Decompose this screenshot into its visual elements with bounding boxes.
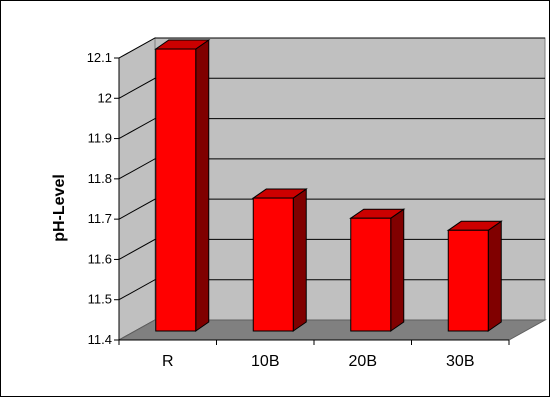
bar-30B — [446, 220, 503, 332]
gridline — [118, 158, 545, 180]
side-wall — [118, 37, 156, 341]
x-category-label: 20B — [349, 353, 377, 370]
y-axis-title: pH-Level — [51, 174, 68, 242]
bar-front — [350, 217, 392, 332]
bar-side — [487, 220, 502, 332]
bar-front — [155, 48, 197, 332]
y-tick-label: 12 — [98, 90, 112, 105]
bar-20B — [349, 208, 406, 332]
bar-side — [292, 188, 307, 332]
x-category-label: R — [162, 353, 174, 370]
gridline — [118, 198, 545, 220]
y-tick-label: 11.5 — [88, 292, 112, 307]
gridline — [118, 238, 545, 260]
bar-front — [447, 229, 489, 332]
bar-R — [154, 39, 211, 332]
gridline — [118, 37, 545, 59]
x-category-label: 30B — [446, 353, 474, 370]
bar-side — [390, 208, 405, 332]
gridline — [118, 77, 545, 99]
y-tick-label: 11.7 — [88, 211, 112, 226]
gridline — [118, 118, 545, 140]
bar-front — [252, 197, 294, 332]
bar-10B — [251, 188, 308, 332]
y-tick-label: 11.9 — [88, 131, 112, 146]
x-category-label: 10B — [251, 353, 279, 370]
gridline — [118, 279, 545, 301]
y-tick-label: 11.6 — [88, 251, 112, 266]
bar-side — [195, 39, 210, 332]
y-tick-label: 12.1 — [87, 50, 112, 65]
y-tick-label: 11.8 — [88, 171, 112, 186]
y-tick-label: 11.4 — [88, 332, 112, 347]
